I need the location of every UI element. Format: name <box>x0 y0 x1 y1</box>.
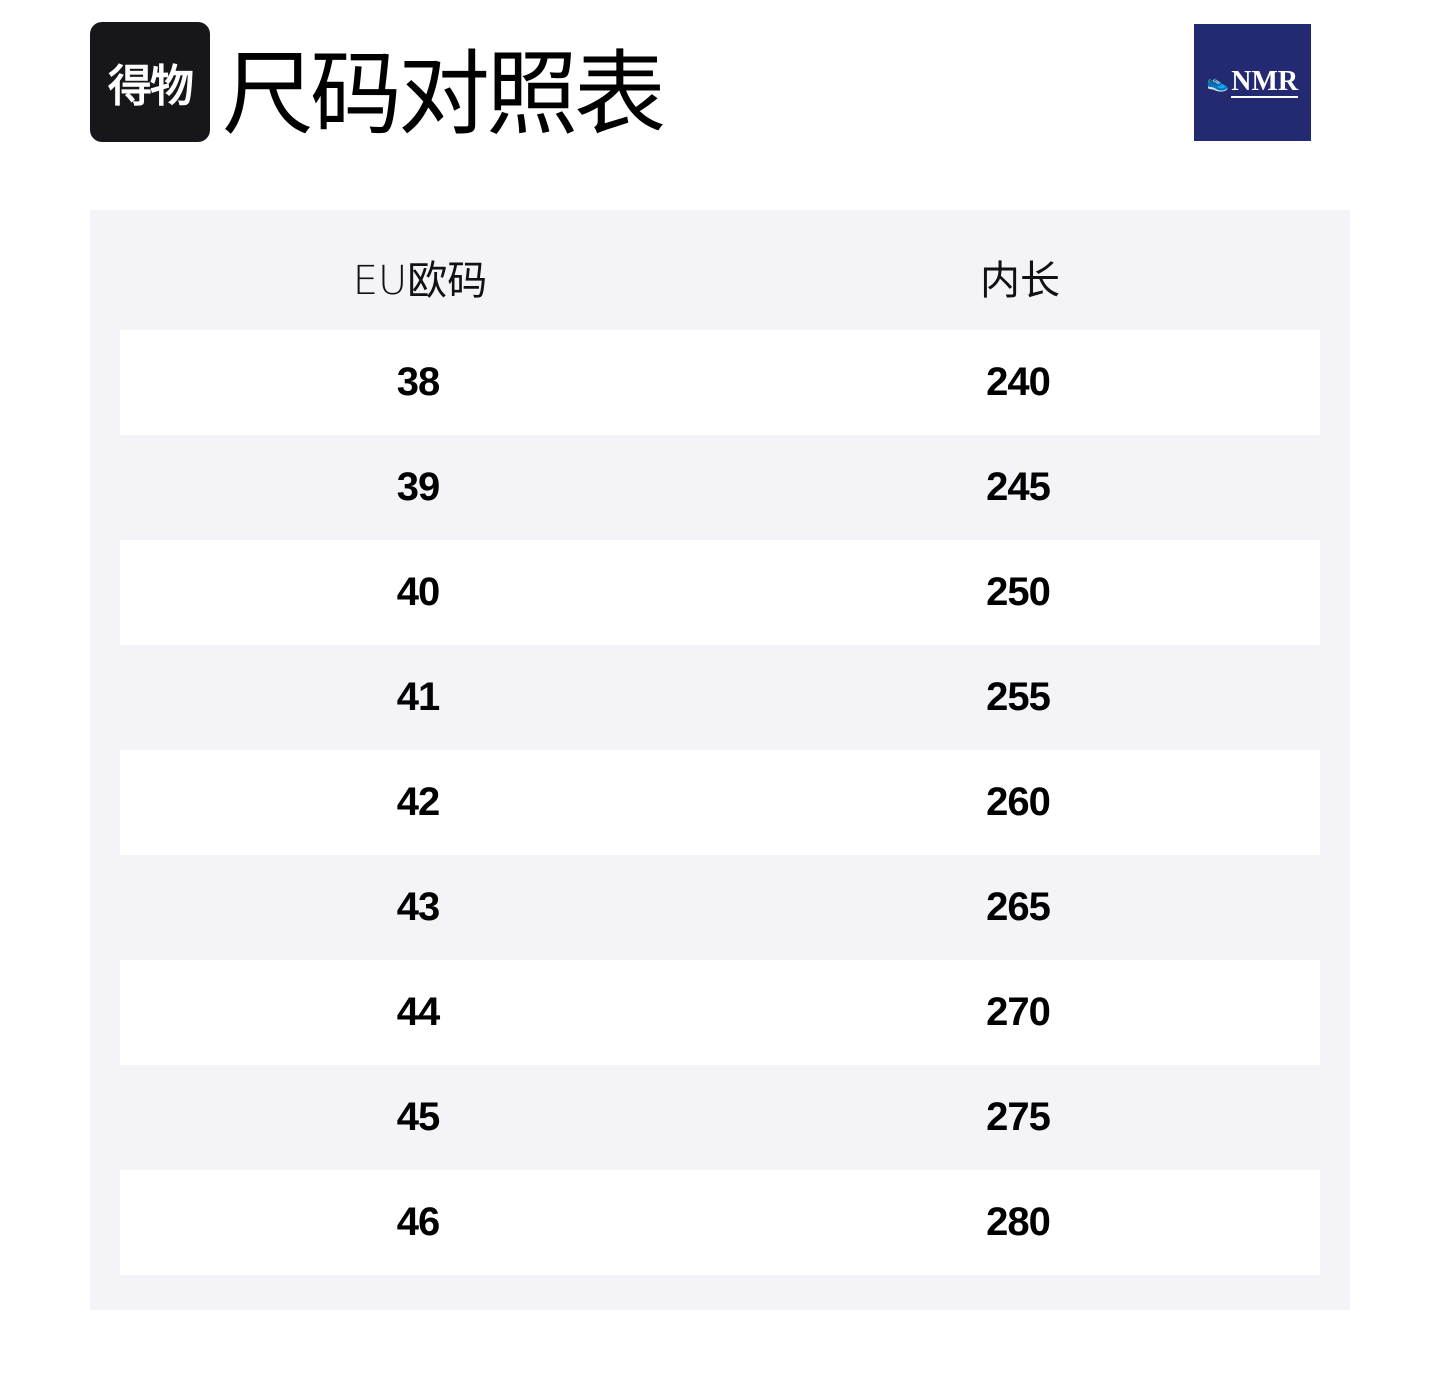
page-title: 尺码对照表 <box>222 41 666 148</box>
nmr-logo: 👟 NMR <box>1194 24 1311 141</box>
brand-logo-text: 得物 <box>108 61 194 112</box>
running-shoe-icon: 👟 <box>1206 72 1230 92</box>
eu-size-cell: 46 <box>396 1200 440 1244</box>
partner-logo-text: NMR <box>1231 65 1299 98</box>
eu-size-cell: 42 <box>396 780 440 824</box>
inner-length-cell: 275 <box>986 1095 1051 1139</box>
eu-size-cell: 44 <box>396 990 440 1034</box>
eu-size-cell: 39 <box>396 465 440 509</box>
eu-size-cell: 43 <box>396 885 440 929</box>
inner-length-cell: 280 <box>986 1200 1051 1244</box>
table-row: 44 270 <box>120 960 1320 1065</box>
inner-length-cell: 250 <box>986 570 1051 614</box>
inner-length-cell: 270 <box>986 990 1051 1034</box>
size-chart-table: EU欧码 内长 38 240 39 245 40 250 41 255 42 260 43 265 44… <box>90 210 1350 1310</box>
eu-size-cell: 41 <box>396 675 440 719</box>
column-header-length: 内长 <box>980 258 1060 304</box>
table-header: EU欧码 内长 <box>90 210 1350 330</box>
table-row: 46 280 <box>120 1170 1320 1275</box>
eu-size-cell: 45 <box>396 1095 440 1139</box>
table-row: 40 250 <box>120 540 1320 645</box>
eu-size-cell: 40 <box>396 570 440 614</box>
table-row: 38 240 <box>120 330 1320 435</box>
inner-length-cell: 265 <box>986 885 1051 929</box>
inner-length-cell: 245 <box>986 465 1051 509</box>
inner-length-cell: 255 <box>986 675 1051 719</box>
inner-length-cell: 260 <box>986 780 1051 824</box>
table-row: 43 265 <box>120 855 1320 960</box>
dewu-logo: 得物 <box>90 22 210 142</box>
table-row: 42 260 <box>120 750 1320 855</box>
table-row: 45 275 <box>120 1065 1320 1170</box>
table-row: 41 255 <box>120 645 1320 750</box>
column-header-eu: EU欧码 <box>352 258 488 304</box>
inner-length-cell: 240 <box>986 360 1051 404</box>
table-row: 39 245 <box>120 435 1320 540</box>
eu-size-cell: 38 <box>396 360 440 404</box>
